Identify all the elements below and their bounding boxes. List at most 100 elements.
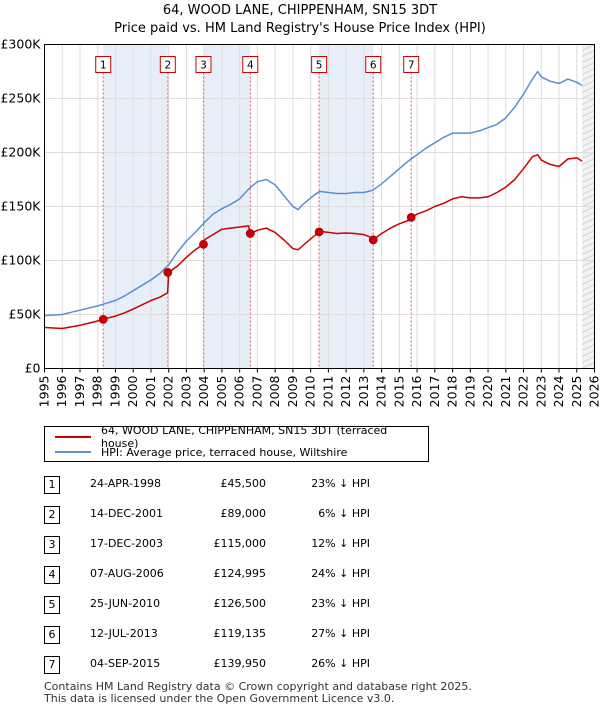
forecast-hatch [581,338,595,345]
forecast-hatch [581,80,595,87]
sale-date: 07-AUG-2006 [90,567,164,580]
y-tick-label: £250K [0,91,41,106]
footer: Contains HM Land Registry data © Crown c… [44,681,472,705]
y-tick-label: £100K [0,253,41,268]
series-line [44,153,583,330]
x-tick-label: 1998 [90,375,105,407]
forecast-hatch [581,200,595,207]
sale-label-box [365,56,382,73]
sale-number-box: 3 [44,536,60,554]
forecast-hatch [581,242,595,249]
forecast-hatch [581,44,595,51]
table-row: 6 12-JUL-2013 £119,135 27% ↓ HPI [0,626,600,646]
sale-label-number: 4 [247,60,254,72]
x-tick-label: 1995 [37,376,52,408]
legend-red-line [55,436,91,438]
forecast-hatch [581,272,595,279]
sale-point [98,314,108,324]
sale-number-box: 4 [44,566,60,584]
table-row: 7 04-SEP-2015 £139,950 26% ↓ HPI [0,656,600,676]
sale-label-number: 7 [408,60,415,72]
sale-point [245,229,255,238]
legend-label-hpi: HPI: Average price, terraced house, Wilt… [101,445,348,459]
forecast-hatch [581,326,595,333]
sale-price: £45,500 [220,477,267,490]
sale-point [406,212,416,222]
forecast-hatch [581,62,595,69]
footer-copyright: Contains HM Land Registry data © Crown c… [44,680,472,693]
sale-date: 24-APR-1998 [90,477,162,490]
sale-number-box: 7 [44,656,60,674]
forecast-hatch [581,290,595,297]
x-tick-label: 2025 [569,376,584,408]
legend: 64, WOOD LANE, CHIPPENHAM, SN15 3DT (ter… [44,424,429,462]
forecast-hatch [581,308,595,315]
forecast-hatch [581,314,595,321]
plot-frame [44,44,595,369]
x-tick-label: 1996 [54,375,69,407]
footer-licence: This data is licensed under the Open Gov… [44,692,395,705]
x-tick-label: 2020 [480,375,495,407]
forecast-hatch [581,116,595,123]
forecast-hatch [581,362,595,369]
forecast-hatch [581,92,595,99]
x-tick-label: 2008 [267,375,282,407]
sale-hpi-diff: 12% ↓ HPI [311,537,370,550]
x-tick-label: 2022 [516,376,531,408]
y-tick-label: £300K [0,37,41,52]
forecast-hatch [581,350,595,357]
sale-hpi-diff: 6% ↓ HPI [318,507,370,520]
y-tick-label: £150K [0,199,41,214]
forecast-hatch [581,278,595,285]
sale-price: £89,000 [220,507,267,520]
sale-number-box: 5 [44,596,60,614]
x-tick-label: 2011 [320,376,335,408]
y-tick-label: £0 [25,361,41,376]
forecast-hatch [581,176,595,183]
forecast-hatch [581,218,595,225]
sale-label-box [159,56,176,73]
series-line [44,70,583,317]
price-chart: 64, WOOD LANE, CHIPPENHAM, SN15 3DT Pric… [0,3,600,408]
forecast-hatch [581,128,595,135]
x-tick-label: 2024 [551,375,566,407]
table-row: 3 17-DEC-2003 £115,000 12% ↓ HPI [0,536,600,556]
x-tick-label: 2012 [338,376,353,408]
sale-label-box [95,56,112,73]
forecast-hatch [581,320,595,327]
forecast-hatch [581,170,595,177]
forecast-hatch [581,122,595,129]
forecast-hatch [581,146,595,153]
sale-price: £124,995 [213,567,267,580]
forecast-hatch [581,344,595,351]
legend-item-hpi: HPI: Average price, terraced house, Wilt… [55,445,347,459]
sale-hpi-diff: 27% ↓ HPI [311,627,370,640]
x-tick-label: 2006 [232,375,247,407]
sale-label-box [311,56,328,73]
sale-date: 14-DEC-2001 [90,507,164,520]
sale-label-number: 2 [164,60,171,72]
sale-point [199,239,208,249]
forecast-hatch [581,332,595,339]
x-tick-label: 2019 [462,375,477,407]
forecast-hatch [581,260,595,267]
sale-hpi-diff: 24% ↓ HPI [311,567,370,580]
forecast-hatch [581,236,595,243]
x-tick-label: 2007 [249,376,264,408]
forecast-hatch [581,86,595,93]
x-tick-label: 2026 [587,375,600,407]
x-tick-label: 2002 [161,376,176,408]
sale-label-number: 1 [100,60,107,72]
x-tick-label: 2013 [356,376,371,408]
forecast-hatch [581,188,595,195]
forecast-hatch [581,56,595,63]
sale-number-box: 6 [44,626,60,644]
x-tick-label: 2016 [409,375,424,407]
table-row: 4 07-AUG-2006 £124,995 24% ↓ HPI [0,566,600,586]
forecast-hatch [581,254,595,261]
x-tick-label: 2023 [533,376,548,408]
sale-number-box: 1 [44,476,60,494]
sale-date: 12-JUL-2013 [90,627,158,640]
x-tick-label: 2001 [143,376,158,408]
sale-price: £115,000 [213,537,267,550]
